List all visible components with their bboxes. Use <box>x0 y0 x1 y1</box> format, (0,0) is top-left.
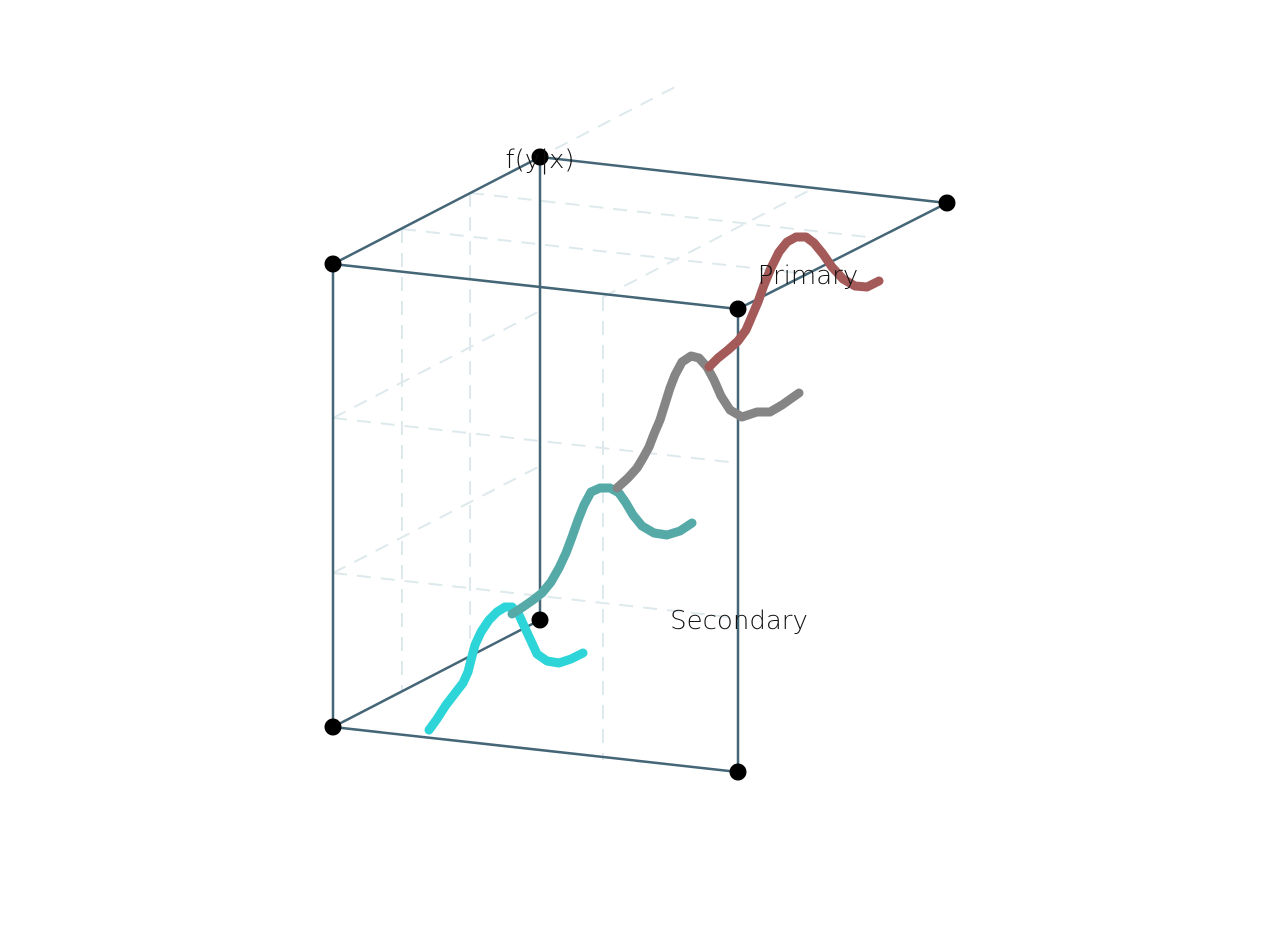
corner-marker <box>531 611 549 629</box>
grid <box>332 85 878 760</box>
series-line-4 <box>704 232 884 372</box>
series-line-3 <box>612 351 804 493</box>
corner-marker <box>324 718 342 736</box>
series-line-2 <box>507 483 697 619</box>
y-axis-label: Primary <box>758 261 858 291</box>
corner-marker <box>324 255 342 273</box>
z-axis-label: f(y|x) <box>506 145 575 175</box>
corner-marker <box>938 194 956 212</box>
series-layer <box>424 232 884 735</box>
corner-markers <box>324 148 956 781</box>
box-edges <box>331 155 948 774</box>
corner-marker <box>729 763 747 781</box>
corner-marker <box>531 148 549 166</box>
x-axis-label: Secondary <box>670 606 808 636</box>
series-line-1 <box>424 602 588 735</box>
corner-marker <box>729 300 747 318</box>
